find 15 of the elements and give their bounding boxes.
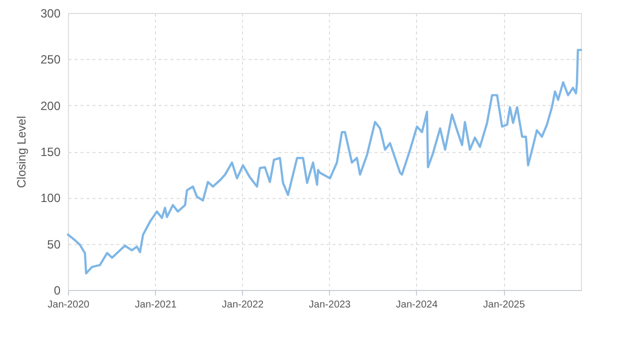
y-tick-label: 150 — [40, 145, 61, 159]
y-tick-label: 50 — [47, 237, 61, 252]
y-tick-label: 0 — [54, 284, 61, 298]
x-tick-label: Jan-2025 — [483, 300, 526, 310]
x-tick-label: Jan-2021 — [134, 300, 178, 310]
y-tick-label: 100 — [40, 191, 61, 206]
x-tick-label: Jan-2024 — [396, 300, 438, 310]
x-tick-label: Jan-2020 — [48, 300, 90, 310]
y-tick-label: 250 — [40, 52, 61, 67]
x-tick-label: Jan-2022 — [222, 300, 264, 310]
line-series — [66, 48, 582, 274]
x-tick-label: Jan-2023 — [308, 300, 352, 310]
y-tick-label: 200 — [40, 98, 61, 113]
y-axis-title: Closing Level — [14, 116, 28, 188]
y-tick-label: 300 — [40, 6, 61, 20]
